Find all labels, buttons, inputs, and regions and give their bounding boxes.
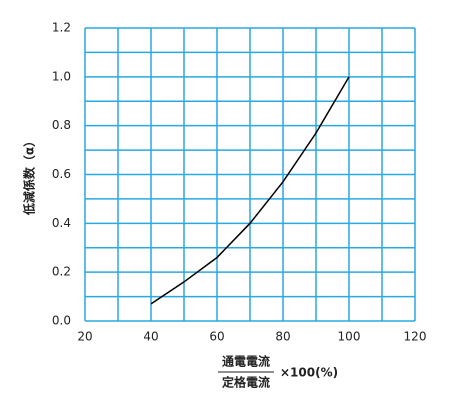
y-tick-label: 0.4 xyxy=(52,216,71,230)
y-tick-label: 0.2 xyxy=(52,265,71,279)
x-tick-label: 100 xyxy=(338,330,361,344)
line xyxy=(150,76,350,305)
y-tick-label: 0.8 xyxy=(52,118,71,132)
x-tick-label: 40 xyxy=(143,330,158,344)
y-axis-label: 低減係数（α） xyxy=(22,135,37,216)
x-tick-label: 120 xyxy=(404,330,427,344)
x-tick-label: 80 xyxy=(275,330,290,344)
x-tick-label: 60 xyxy=(209,330,224,344)
y-tick-label: 0.6 xyxy=(52,167,71,181)
y-tick-label: 1.2 xyxy=(52,21,71,35)
x-label-suffix: ×100(%) xyxy=(280,366,338,380)
y-tick-label: 1.0 xyxy=(52,69,71,83)
y-tick-label: 0.0 xyxy=(52,314,71,328)
x-label-numerator: 通電電流 xyxy=(222,354,270,369)
x-tick-label: 20 xyxy=(77,330,92,344)
x-label-denominator: 定格電流 xyxy=(222,375,270,390)
